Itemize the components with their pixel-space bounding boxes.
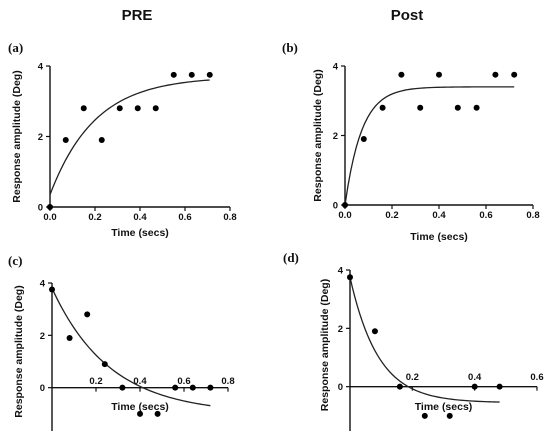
y-tick-label: 4: [333, 62, 339, 73]
data-point: [84, 311, 91, 318]
data-point: [454, 104, 461, 111]
data-point: [421, 412, 428, 419]
x-axis-title: Time (secs): [111, 227, 169, 239]
data-point: [154, 410, 161, 417]
panel-label: (c): [8, 253, 22, 268]
data-point: [396, 383, 403, 390]
x-tick-label: 0.2: [406, 372, 419, 383]
data-point: [116, 105, 123, 112]
data-point: [47, 204, 53, 210]
fit-curve: [349, 277, 500, 403]
x-tick-label: 0.0: [338, 210, 351, 221]
data-point: [206, 71, 213, 78]
y-axis-title: Response amplitude (Deg): [319, 279, 331, 411]
x-tick-label: 0.8: [526, 210, 539, 221]
y-tick-label: 4: [40, 279, 46, 290]
data-point: [417, 104, 424, 111]
y-tick-label: 2: [333, 131, 338, 142]
data-point: [98, 137, 105, 144]
column-title-pre: PRE: [122, 7, 153, 24]
data-point: [511, 71, 518, 78]
y-tick-label: 0: [40, 383, 45, 394]
y-axis-title: Response amplitude (Deg): [11, 70, 23, 202]
x-tick-label: 0.2: [88, 212, 101, 223]
x-tick-label: 0.2: [385, 210, 398, 221]
data-point: [101, 361, 108, 368]
x-tick-label: 0.6: [479, 210, 492, 221]
data-point: [371, 328, 378, 335]
data-point: [49, 286, 55, 293]
data-point: [342, 202, 348, 208]
data-point: [492, 71, 499, 78]
data-point: [170, 71, 177, 78]
data-point: [152, 105, 159, 112]
x-axis-title: Time (secs): [410, 231, 468, 243]
data-point: [496, 383, 503, 390]
data-point: [473, 104, 480, 111]
data-point: [207, 384, 214, 391]
data-point: [134, 105, 141, 112]
data-point: [398, 71, 405, 78]
data-point: [379, 104, 386, 111]
y-axis-title: Response amplitude (Deg): [312, 69, 324, 201]
data-point: [62, 137, 69, 144]
x-tick-label: 0.2: [89, 376, 102, 387]
x-tick-label: 0.6: [178, 212, 191, 223]
data-point: [189, 384, 196, 391]
data-point: [471, 383, 478, 390]
panel-label: (d): [283, 250, 299, 265]
y-tick-label: 0: [338, 382, 343, 393]
y-tick-label: 4: [338, 266, 344, 277]
data-point: [119, 384, 126, 391]
column-title-post: Post: [391, 7, 424, 24]
x-tick-label: 0.4: [133, 376, 147, 387]
data-point: [347, 274, 353, 281]
fit-curve: [51, 287, 211, 407]
panel-label: (b): [282, 40, 298, 55]
data-point: [436, 71, 442, 78]
y-tick-label: 0: [333, 201, 338, 212]
x-axis-title: Time (secs): [415, 401, 473, 413]
x-tick-label: 0.4: [432, 210, 446, 221]
data-point: [360, 135, 367, 142]
x-tick-label: 0.4: [468, 372, 482, 383]
y-tick-label: 2: [338, 324, 343, 335]
x-tick-label: 0.8: [221, 376, 234, 387]
panel-a: (a) 0 2 4 0.0 0.2 0.4 0.6 0.8 Time (secs) Response…: [8, 40, 237, 239]
data-point: [137, 410, 143, 417]
x-tick-label: 0.8: [223, 212, 236, 223]
x-axis-title: Time (secs): [111, 401, 169, 413]
fit-curve: [344, 86, 515, 206]
y-tick-label: 2: [40, 331, 45, 342]
data-point: [188, 71, 195, 78]
data-point: [446, 412, 453, 419]
y-tick-label: 2: [38, 132, 43, 143]
y-axis-title: Response amplitude (Deg): [13, 285, 25, 417]
x-tick-label: 0.6: [177, 376, 190, 387]
data-point: [66, 334, 73, 341]
data-point: [80, 105, 87, 112]
x-tick-label: 0.4: [133, 212, 147, 223]
x-tick-label: 0.0: [43, 212, 56, 223]
panel-label: (a): [8, 40, 23, 55]
x-tick-label: 0.6: [530, 372, 543, 383]
fit-curve: [49, 79, 210, 195]
panel-b: (b) 0 2 4 0.0 0.2 0.4 0.6 0.8 Time (secs) Response…: [282, 40, 540, 243]
y-tick-label: 4: [38, 62, 44, 73]
data-point: [172, 384, 179, 391]
y-tick-label: 0: [38, 203, 43, 214]
